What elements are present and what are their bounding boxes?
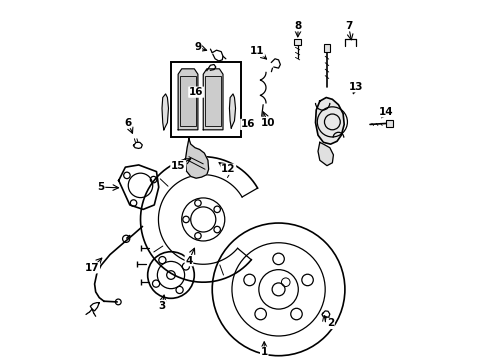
Bar	[171, 62, 241, 137]
Text: 13: 13	[348, 82, 362, 92]
Text: 2: 2	[326, 319, 333, 328]
Text: 6: 6	[124, 118, 131, 128]
Bar	[324, 44, 329, 51]
Bar	[293, 40, 301, 45]
Polygon shape	[317, 142, 333, 166]
Text: 16: 16	[188, 87, 203, 97]
Text: 4: 4	[185, 256, 192, 266]
Text: 15: 15	[171, 161, 185, 171]
Text: 5: 5	[97, 182, 104, 192]
Polygon shape	[162, 94, 168, 130]
Polygon shape	[185, 139, 208, 178]
Text: 9: 9	[194, 42, 201, 52]
Text: 7: 7	[344, 21, 351, 31]
Bar	[180, 76, 196, 126]
Polygon shape	[178, 69, 198, 130]
Text: 16: 16	[241, 120, 255, 129]
Text: 10: 10	[260, 118, 274, 128]
Text: 8: 8	[294, 21, 301, 31]
Bar	[386, 121, 392, 127]
Polygon shape	[315, 98, 344, 144]
Text: 17: 17	[84, 263, 99, 273]
Polygon shape	[229, 94, 235, 128]
Text: 3: 3	[158, 301, 165, 311]
Polygon shape	[203, 69, 223, 130]
Bar	[204, 76, 221, 126]
Text: 11: 11	[249, 46, 264, 56]
Text: 1: 1	[260, 347, 267, 357]
Text: 12: 12	[221, 164, 235, 174]
Text: 14: 14	[378, 107, 393, 117]
